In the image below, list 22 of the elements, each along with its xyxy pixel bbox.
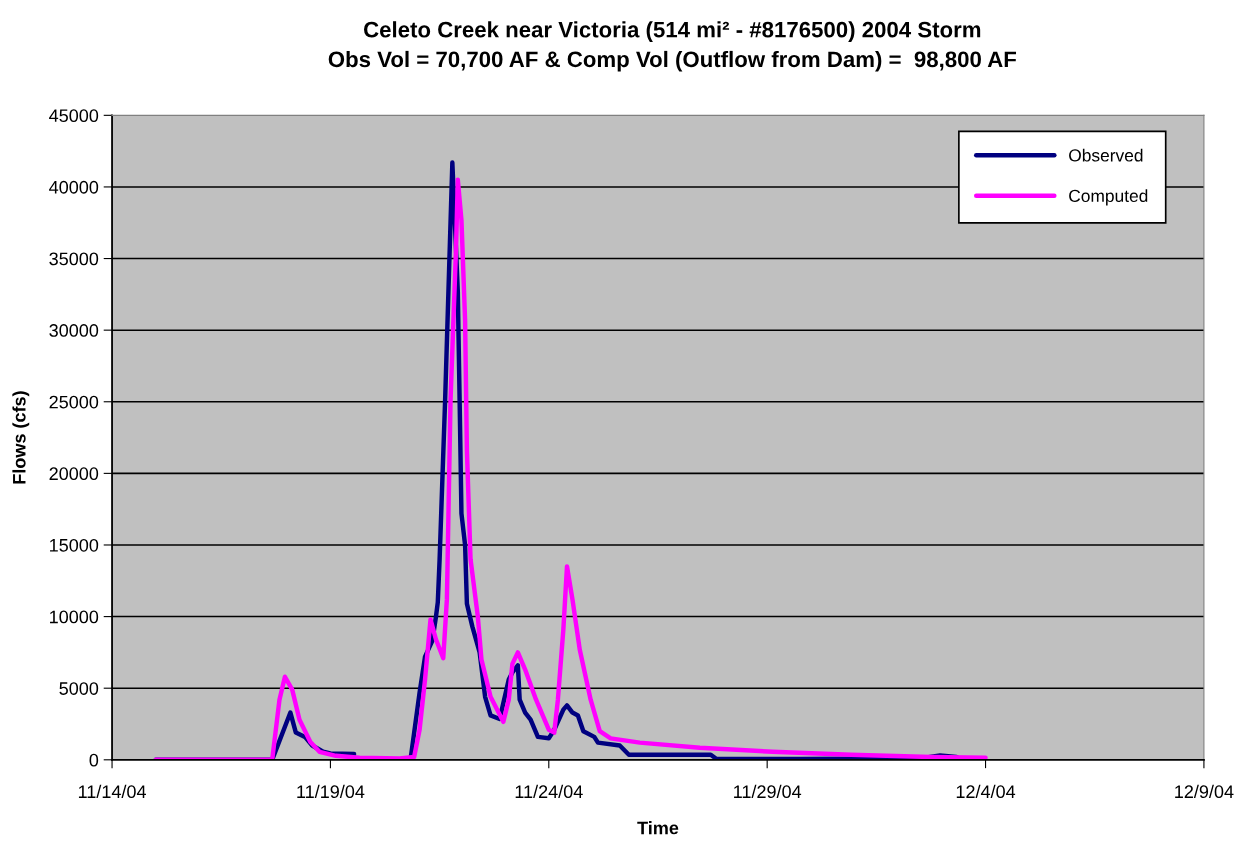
y-tick-label: 20000 (49, 467, 99, 481)
y-tick-label: 40000 (49, 180, 99, 194)
x-tick-label: 11/29/04 (734, 784, 802, 799)
chart-title: Celeto Creek near Victoria (514 mi² - #8176500) 2004 Storm (364, 21, 981, 42)
x-axis-title: Time (637, 821, 679, 835)
x-tick-label: 11/24/04 (515, 784, 583, 799)
x-tick-label: 12/9/04 (1175, 784, 1234, 799)
y-tick-label: 15000 (50, 538, 99, 552)
y-tick-label: 30000 (49, 324, 99, 337)
y-tick-label: 45000 (49, 109, 99, 123)
y-tick-label: 0 (89, 753, 99, 767)
y-tick-label: 35000 (49, 252, 99, 266)
x-tick-label: 11/14/04 (78, 784, 146, 799)
x-tick-label: 12/4/04 (956, 784, 1016, 799)
legend-label: Observed (1069, 148, 1143, 162)
y-tick-label: 5000 (59, 682, 99, 695)
x-tick-label: 11/19/04 (297, 784, 365, 799)
legend-label: Computed (1069, 189, 1148, 206)
y-axis-title: Flows (cfs) (12, 391, 30, 484)
chart-subtitle: Obs Vol = 70,700 AF & Comp Vol (Outflow from Dam) = 98,800 AF (328, 50, 1017, 72)
y-tick-label: 25000 (49, 395, 99, 409)
y-tick-label: 10000 (50, 610, 99, 624)
